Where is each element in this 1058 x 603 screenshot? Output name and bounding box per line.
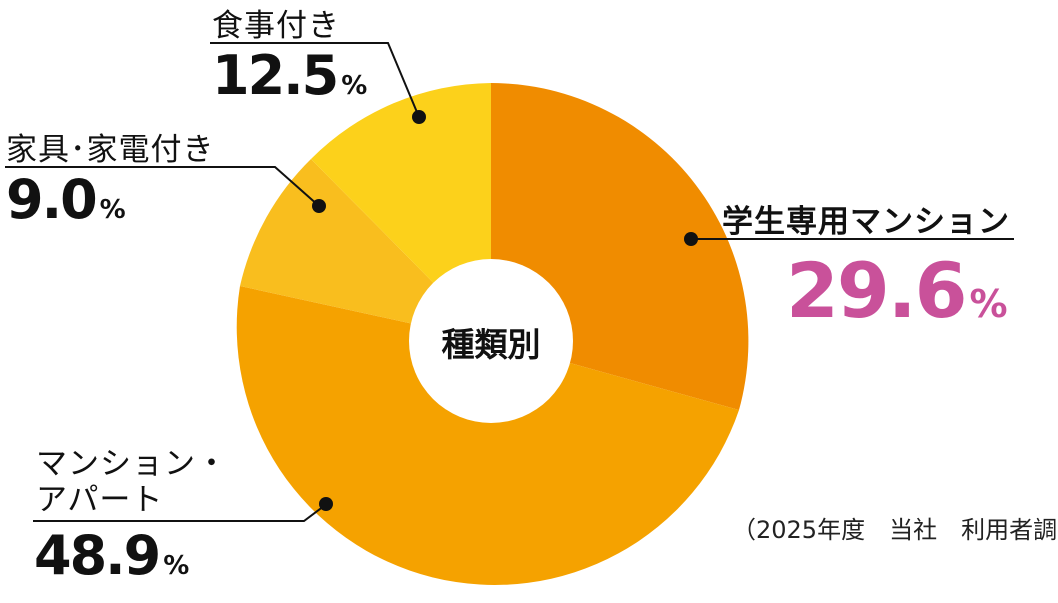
donut-hole <box>409 259 573 423</box>
leader-apartment <box>33 505 325 522</box>
source-note: （2025年度 当社 利用者調べ） <box>732 516 1058 544</box>
marker-furnished <box>312 199 326 213</box>
label-student-value: 29.6% <box>786 246 1008 335</box>
marker-apartment <box>319 497 333 511</box>
label-student-name: 学生専用マンション <box>722 204 1010 240</box>
slice-mansion-apartment <box>236 286 739 585</box>
leader-furnished <box>5 166 320 207</box>
marker-meals <box>412 110 426 124</box>
label-apartment-name: マンション・ アパート <box>36 446 228 518</box>
center-title: 種類別 <box>441 325 541 364</box>
label-meals-value: 12.5% <box>212 44 368 107</box>
label-furnished-name: 家具･家電付き <box>6 132 215 168</box>
label-furnished-value: 9.0% <box>6 168 126 231</box>
label-meals-name: 食事付き <box>212 8 340 44</box>
label-apartment-value: 48.9% <box>34 524 190 587</box>
marker-student <box>684 232 698 246</box>
leader-meals <box>210 42 420 118</box>
